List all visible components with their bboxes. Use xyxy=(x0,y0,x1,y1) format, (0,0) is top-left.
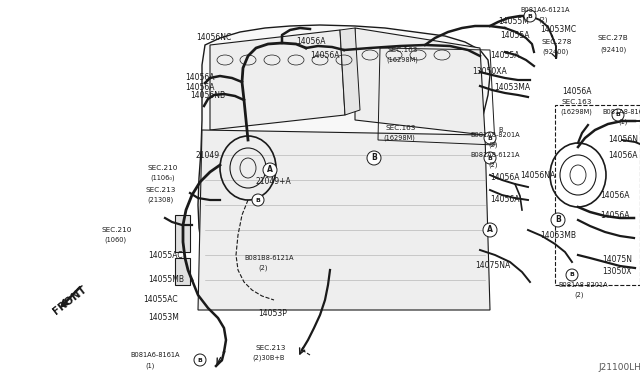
Text: (2): (2) xyxy=(574,292,584,298)
Polygon shape xyxy=(198,25,490,306)
Text: (1): (1) xyxy=(618,119,627,125)
Text: 14056A: 14056A xyxy=(600,211,630,219)
Text: (2)30B+B: (2)30B+B xyxy=(252,355,284,361)
Text: A: A xyxy=(487,225,493,234)
Text: B: B xyxy=(570,273,575,278)
Text: (92400): (92400) xyxy=(542,49,568,55)
Text: 14055AC: 14055AC xyxy=(143,295,178,305)
Text: SEC.163: SEC.163 xyxy=(385,125,415,131)
Text: 14053P: 14053P xyxy=(258,308,287,317)
Text: (92410): (92410) xyxy=(600,47,627,53)
Text: 14056A: 14056A xyxy=(185,74,214,83)
Circle shape xyxy=(551,213,565,227)
Circle shape xyxy=(566,269,578,281)
Text: 14056NB: 14056NB xyxy=(190,90,225,99)
Text: 21049: 21049 xyxy=(195,151,219,160)
Text: 14055AC: 14055AC xyxy=(148,250,182,260)
Circle shape xyxy=(484,152,496,164)
Text: (1060): (1060) xyxy=(104,237,126,243)
Circle shape xyxy=(612,109,624,121)
Text: 14055MB: 14055MB xyxy=(148,276,184,285)
Text: 13050X: 13050X xyxy=(602,267,632,276)
Circle shape xyxy=(263,163,277,177)
Text: SEC.210: SEC.210 xyxy=(102,227,132,233)
Text: 13050XA: 13050XA xyxy=(472,67,507,77)
Text: 14056NA: 14056NA xyxy=(520,170,556,180)
Text: 14056A: 14056A xyxy=(490,196,520,205)
Text: 14075NA: 14075NA xyxy=(475,260,510,269)
Circle shape xyxy=(367,151,381,165)
Text: B081A8-8161A: B081A8-8161A xyxy=(602,109,640,115)
Text: (21308): (21308) xyxy=(147,197,173,203)
Text: (2): (2) xyxy=(538,17,547,23)
Text: (16298M): (16298M) xyxy=(383,135,415,141)
Text: SEC.163: SEC.163 xyxy=(562,99,593,105)
Text: 14055A: 14055A xyxy=(500,31,529,39)
Text: 14056A: 14056A xyxy=(296,38,326,46)
Text: 14056A: 14056A xyxy=(310,51,339,60)
Circle shape xyxy=(252,194,264,206)
Text: 14053MB: 14053MB xyxy=(540,231,576,240)
Polygon shape xyxy=(210,30,345,130)
Text: B: B xyxy=(616,112,620,118)
Text: (1): (1) xyxy=(145,363,154,369)
Text: B: B xyxy=(488,135,492,141)
Text: SEC.27B: SEC.27B xyxy=(598,35,628,41)
Polygon shape xyxy=(340,28,360,115)
Text: (2): (2) xyxy=(488,162,497,168)
Text: SEC.213: SEC.213 xyxy=(255,345,285,351)
Text: B: B xyxy=(555,215,561,224)
Text: B081A6-8161A: B081A6-8161A xyxy=(130,352,179,358)
Circle shape xyxy=(524,10,536,22)
Text: SEC.278: SEC.278 xyxy=(542,39,572,45)
Text: 21049+A: 21049+A xyxy=(256,177,292,186)
Text: 14056A: 14056A xyxy=(608,151,637,160)
Text: B: B xyxy=(198,357,202,362)
Text: SEC.163: SEC.163 xyxy=(388,47,419,53)
Text: SEC.213: SEC.213 xyxy=(145,187,175,193)
Text: B081A6-6121A: B081A6-6121A xyxy=(520,7,570,13)
Bar xyxy=(555,105,640,285)
Text: (16298M): (16298M) xyxy=(386,57,418,63)
Circle shape xyxy=(484,132,496,144)
Text: SEC.210: SEC.210 xyxy=(148,165,179,171)
Polygon shape xyxy=(355,28,485,135)
Text: 14056N: 14056N xyxy=(608,135,638,144)
Text: B: B xyxy=(498,127,502,133)
Polygon shape xyxy=(198,130,490,310)
Text: 14055M: 14055M xyxy=(498,17,529,26)
Text: (1106₀): (1106₀) xyxy=(150,175,175,181)
Text: 14055A: 14055A xyxy=(490,51,520,60)
Text: 14053M: 14053M xyxy=(148,314,179,323)
Text: B081A8-8201A: B081A8-8201A xyxy=(558,282,607,288)
Circle shape xyxy=(194,354,206,366)
Text: (16298M): (16298M) xyxy=(560,109,592,115)
Text: 14056A: 14056A xyxy=(600,190,630,199)
Bar xyxy=(175,215,190,252)
Text: FRONT: FRONT xyxy=(51,284,89,316)
Text: B081A8-6121A: B081A8-6121A xyxy=(470,152,520,158)
Text: 14056A: 14056A xyxy=(490,173,520,183)
Bar xyxy=(175,258,190,285)
Text: (2): (2) xyxy=(258,265,268,271)
Text: B: B xyxy=(527,13,532,19)
Text: J21100LH: J21100LH xyxy=(598,363,640,372)
Text: 14053MC: 14053MC xyxy=(540,26,576,35)
Circle shape xyxy=(483,223,497,237)
Text: A: A xyxy=(267,166,273,174)
Text: B081B8-6121A: B081B8-6121A xyxy=(244,255,294,261)
Text: 14056NC: 14056NC xyxy=(196,33,231,42)
Text: B: B xyxy=(255,198,260,202)
Text: (2): (2) xyxy=(488,142,497,148)
Text: B: B xyxy=(371,154,377,163)
Text: B: B xyxy=(488,155,492,160)
Text: B081A8-8201A: B081A8-8201A xyxy=(470,132,520,138)
Text: 14056A: 14056A xyxy=(185,83,214,93)
Text: 14056A: 14056A xyxy=(562,87,591,96)
Text: 14053MA: 14053MA xyxy=(494,83,530,93)
Text: 14075N: 14075N xyxy=(602,256,632,264)
